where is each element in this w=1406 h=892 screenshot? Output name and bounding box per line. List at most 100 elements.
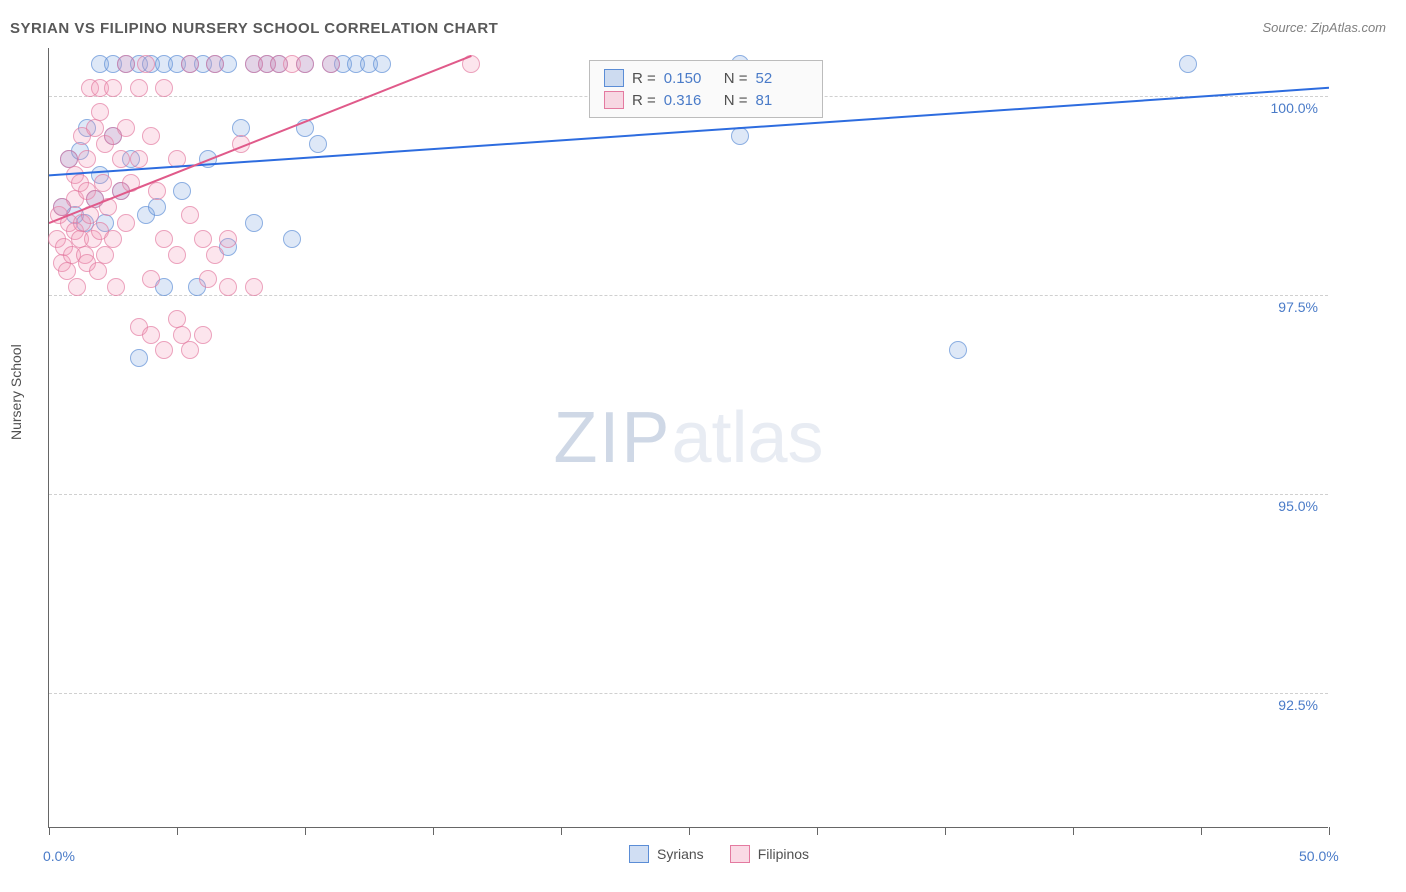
scatter-point: [232, 119, 250, 137]
scatter-point: [104, 230, 122, 248]
x-tick: [945, 827, 946, 835]
scatter-point: [232, 135, 250, 153]
scatter-point: [142, 326, 160, 344]
scatter-point: [142, 127, 160, 145]
y-tick-label: 97.5%: [1278, 299, 1318, 315]
y-tick-label: 100.0%: [1271, 100, 1318, 116]
scatter-point: [94, 174, 112, 192]
trendlines-svg: [49, 48, 1329, 828]
scatter-point: [206, 246, 224, 264]
scatter-point: [168, 246, 186, 264]
scatter-point: [168, 310, 186, 328]
scatter-point: [148, 182, 166, 200]
scatter-point: [283, 230, 301, 248]
watermark: ZIPatlas: [553, 397, 823, 479]
scatter-point: [155, 341, 173, 359]
scatter-point: [91, 103, 109, 121]
scatter-point: [117, 214, 135, 232]
legend-swatch: [730, 845, 750, 863]
scatter-point: [245, 214, 263, 232]
chart-container: SYRIAN VS FILIPINO NURSERY SCHOOL CORREL…: [0, 0, 1406, 892]
scatter-point: [949, 341, 967, 359]
legend-r-label: R =: [632, 70, 656, 87]
scatter-point: [219, 278, 237, 296]
scatter-point: [130, 150, 148, 168]
legend-item: Syrians: [629, 845, 704, 863]
scatter-point: [181, 55, 199, 73]
scatter-point: [194, 326, 212, 344]
scatter-point: [1179, 55, 1197, 73]
source-attribution: Source: ZipAtlas.com: [1262, 20, 1386, 35]
legend-r-value: 0.150: [664, 70, 716, 87]
x-tick: [1073, 827, 1074, 835]
gridline: [49, 693, 1328, 694]
scatter-point: [107, 278, 125, 296]
legend-item: Filipinos: [730, 845, 809, 863]
y-tick-label: 92.5%: [1278, 697, 1318, 713]
x-tick: [177, 827, 178, 835]
legend-n-value: 81: [756, 92, 808, 109]
legend-n-label: N =: [724, 70, 748, 87]
x-tick: [49, 827, 50, 835]
legend-n-label: N =: [724, 92, 748, 109]
scatter-point: [296, 55, 314, 73]
scatter-point: [148, 198, 166, 216]
scatter-point: [322, 55, 340, 73]
legend-swatch: [604, 69, 624, 87]
scatter-point: [58, 262, 76, 280]
scatter-point: [68, 278, 86, 296]
x-tick: [1201, 827, 1202, 835]
legend-stats-box: R = 0.150 N = 52 R = 0.316 N = 81: [589, 60, 823, 118]
gridline: [49, 295, 1328, 296]
scatter-point: [199, 270, 217, 288]
scatter-point: [194, 230, 212, 248]
scatter-point: [86, 119, 104, 137]
watermark-part1: ZIP: [553, 398, 671, 478]
scatter-point: [731, 127, 749, 145]
x-tick: [689, 827, 690, 835]
legend-stats-row: R = 0.150 N = 52: [604, 67, 808, 89]
watermark-part2: atlas: [671, 398, 823, 478]
legend-swatch: [629, 845, 649, 863]
legend-bottom: Syrians Filipinos: [629, 845, 809, 863]
legend-series-name: Filipinos: [758, 846, 809, 862]
legend-r-label: R =: [632, 92, 656, 109]
scatter-point: [78, 150, 96, 168]
scatter-point: [112, 150, 130, 168]
scatter-point: [155, 79, 173, 97]
scatter-point: [309, 135, 327, 153]
scatter-point: [181, 341, 199, 359]
scatter-point: [373, 55, 391, 73]
scatter-point: [199, 150, 217, 168]
scatter-point: [96, 246, 114, 264]
scatter-point: [462, 55, 480, 73]
legend-n-value: 52: [756, 70, 808, 87]
x-tick: [817, 827, 818, 835]
scatter-point: [104, 79, 122, 97]
scatter-point: [296, 119, 314, 137]
x-tick: [1329, 827, 1330, 835]
legend-series-name: Syrians: [657, 846, 704, 862]
scatter-point: [130, 349, 148, 367]
scatter-point: [245, 278, 263, 296]
x-tick: [433, 827, 434, 835]
scatter-point: [173, 182, 191, 200]
legend-stats-row: R = 0.316 N = 81: [604, 89, 808, 111]
legend-r-value: 0.316: [664, 92, 716, 109]
scatter-point: [117, 55, 135, 73]
scatter-point: [117, 119, 135, 137]
scatter-point: [168, 150, 186, 168]
x-tick-label: 0.0%: [43, 848, 75, 864]
x-tick-label: 50.0%: [1299, 848, 1339, 864]
x-tick: [561, 827, 562, 835]
plot-area: ZIPatlas 92.5%95.0%97.5%100.0%0.0%50.0%R…: [48, 48, 1328, 828]
chart-title: SYRIAN VS FILIPINO NURSERY SCHOOL CORREL…: [10, 20, 498, 37]
scatter-point: [99, 198, 117, 216]
gridline: [49, 494, 1328, 495]
x-tick: [305, 827, 306, 835]
scatter-point: [89, 262, 107, 280]
scatter-point: [130, 79, 148, 97]
scatter-point: [122, 174, 140, 192]
scatter-point: [181, 206, 199, 224]
scatter-point: [155, 230, 173, 248]
